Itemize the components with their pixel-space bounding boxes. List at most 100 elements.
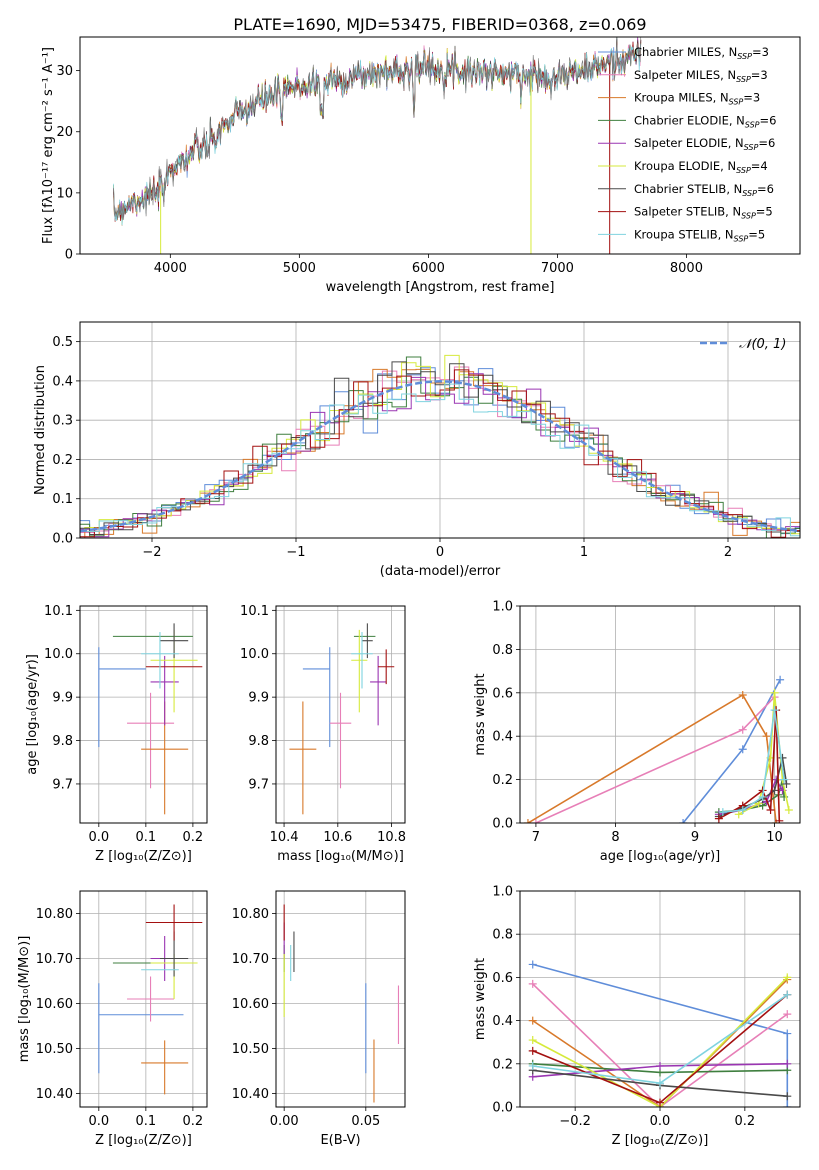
weight-marker <box>734 810 743 819</box>
y-tick-label: 20 <box>56 125 73 140</box>
y-tick-label: 9.9 <box>248 691 269 706</box>
legend-label: Chabrier MILES, NSSP=3 <box>634 45 769 61</box>
figure-title: PLATE=1690, MJD=53475, FIBERID=0368, z=0… <box>233 15 646 34</box>
axes-frame <box>275 605 406 824</box>
weight-marker <box>738 690 747 699</box>
legend-label: Kroupa MILES, NSSP=3 <box>634 91 760 107</box>
y-tick-label: 0.6 <box>492 686 513 701</box>
x-tick-label: −0.2 <box>559 1114 591 1129</box>
x-tick-label: 8 <box>611 830 619 845</box>
y-tick-label: 0.2 <box>52 453 73 468</box>
x-tick-label: 0.0 <box>88 1114 109 1129</box>
legend-label: Kroupa STELIB, NSSP=5 <box>634 227 765 243</box>
x-tick-label: 10.6 <box>323 830 352 845</box>
axes-frame <box>275 890 406 1108</box>
x-tick-label: 0.2 <box>183 1114 204 1129</box>
weight-line-kroupa_miles <box>527 693 777 823</box>
weight-marker <box>775 816 784 823</box>
x-tick-label: 5000 <box>283 261 316 276</box>
x-axis-label: Z [log₁₀(Z/Z⊙)] <box>95 1133 192 1148</box>
x-tick-label: 0.1 <box>136 1114 157 1129</box>
legend-label: Salpeter ELODIE, NSSP=6 <box>634 136 775 152</box>
weight-marker <box>528 979 537 988</box>
legend-label: Salpeter STELIB, NSSP=5 <box>634 205 773 221</box>
weight-marker <box>783 1092 792 1101</box>
weight-marker <box>523 819 532 823</box>
weight-marker <box>528 1046 537 1055</box>
weight-marker <box>766 805 775 814</box>
histograms <box>80 354 800 538</box>
weight-marker <box>770 688 779 697</box>
x-axis-label: Z [log₁₀(Z/Z⊙)] <box>612 1133 709 1148</box>
y-tick-label: 9.7 <box>248 777 269 792</box>
y-tick-label: 10.40 <box>36 1087 73 1102</box>
y-tick-label: 0 <box>65 248 73 263</box>
x-tick-label: 0.2 <box>735 1114 756 1129</box>
weight-marker <box>738 725 747 734</box>
mass_vs_ebv-points <box>283 904 400 1103</box>
weight_vs_Z-panel: −0.2 0.0 0.2 0.0 0.2 0.4 0.6 0.8 1.0 Z [log₁₀(Z/Z… <box>473 885 801 1148</box>
x-tick-label: 1 <box>580 545 588 560</box>
weight-marker <box>714 814 723 823</box>
axes-frame <box>79 36 801 255</box>
weight-marker <box>783 1029 792 1038</box>
y-tick-label: 0.0 <box>52 532 73 547</box>
x-tick-label: 6000 <box>412 261 445 276</box>
normal-curve <box>80 380 800 533</box>
weight-marker <box>656 1061 664 1070</box>
y-tick-label: 0.5 <box>52 335 73 350</box>
age_vs_mass-panel: 10.4 10.6 10.8 9.7 9.8 9.9 10.0 10.1 mass [log₁₀… <box>240 604 406 864</box>
y-tick-label: 0.8 <box>492 928 513 943</box>
y-tick-label: 9.8 <box>248 734 269 749</box>
weight-marker <box>783 1010 792 1019</box>
x-tick-label: 4000 <box>154 261 187 276</box>
x-axis-label: E(B-V) <box>320 1133 360 1148</box>
weight-marker <box>758 792 767 801</box>
x-tick-label: 10.8 <box>377 830 406 845</box>
weight-marker <box>656 1079 664 1088</box>
y-tick-label: 10.50 <box>232 1042 269 1057</box>
y-axis-label: mass [log₁₀(M/M⊙)] <box>17 936 32 1063</box>
weight-marker <box>528 1061 537 1070</box>
axes-frame <box>519 605 801 824</box>
legend-label: Kroupa ELODIE, NSSP=4 <box>634 159 768 175</box>
x-tick-label: 7000 <box>541 261 574 276</box>
y-axis-label: Flux [fλ10⁻¹⁷ erg cm⁻² s⁻¹ A⁻¹] <box>41 47 56 244</box>
weight-marker <box>783 990 792 999</box>
x-tick-label: −2 <box>142 545 161 560</box>
legend-label: Chabrier ELODIE, NSSP=6 <box>634 113 776 129</box>
weight-marker <box>783 973 792 982</box>
weight-marker <box>528 960 537 969</box>
y-tick-label: 30 <box>56 64 73 79</box>
y-tick-label: 0.8 <box>492 643 513 658</box>
x-tick-label: 0.05 <box>351 1114 380 1129</box>
x-axis-label: (data-model)/error <box>380 564 501 579</box>
weight-line-salpeter_miles <box>535 696 776 823</box>
x-tick-label: 2 <box>724 545 732 560</box>
mass_vs_Z-panel: 0.0 0.1 0.2 10.40 10.50 10.60 10.70 10.80 Z [log… <box>17 890 208 1148</box>
weight-marker <box>531 819 540 823</box>
y-tick-label: 10.50 <box>36 1042 73 1057</box>
weight-marker <box>783 1103 792 1107</box>
y-tick-label: 10.40 <box>232 1087 269 1102</box>
axes-frame <box>519 890 801 1108</box>
y-axis-label: mass weight <box>473 958 488 1040</box>
y-tick-label: 10 <box>56 186 73 201</box>
y-tick-label: 0.4 <box>492 1014 513 1029</box>
weight-marker <box>776 675 785 684</box>
legend-label: Chabrier STELIB, NSSP=6 <box>634 182 774 198</box>
weight-marker <box>679 819 688 823</box>
weight-marker <box>738 805 747 814</box>
weight-marker <box>770 706 779 715</box>
weight-line-kroupa_elodie <box>532 976 788 1107</box>
weight-marker <box>783 1059 792 1068</box>
weight-marker <box>778 753 787 762</box>
x-axis-label: Z [log₁₀(Z/Z⊙)] <box>95 849 192 864</box>
histogram-kroupa_stelib <box>80 383 800 537</box>
y-tick-label: 0.2 <box>492 1057 513 1072</box>
spectrum-panel: 4000 5000 6000 7000 8000 0 10 20 30 wavelength [A… <box>41 36 801 295</box>
y-tick-label: 10.0 <box>240 647 269 662</box>
legend-label: Salpeter MILES, NSSP=3 <box>634 68 768 84</box>
y-axis-label: Normed distribution <box>33 365 48 495</box>
weight-line-salpeter_miles <box>532 983 788 1107</box>
